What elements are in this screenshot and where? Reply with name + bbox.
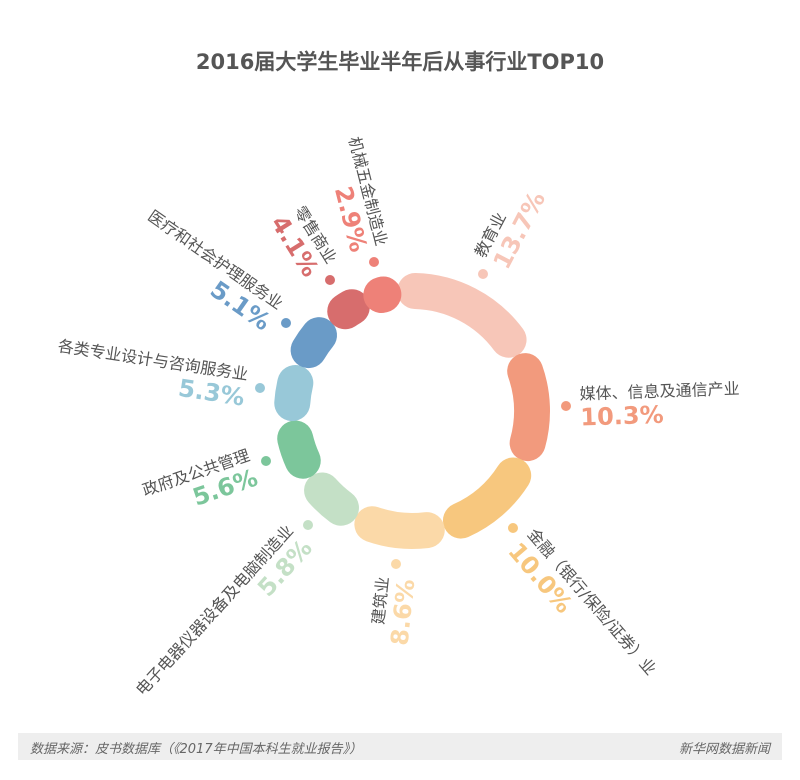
ring-segment-4 [304,472,359,526]
source-note: 数据来源：皮书数据库（《2017年中国本科生就业报告》） [30,742,363,757]
value-label: 8.6% [385,577,420,647]
label-dot [368,256,379,267]
label-dot [560,400,571,411]
ring-segment-9 [363,276,402,313]
brand-name: 新华网数据新闻 [678,742,770,757]
ring-segment-7 [290,317,338,369]
ring-segment-5 [277,420,321,479]
label-dot [325,275,336,286]
chart-title: 2016届大学生毕业半年后从事行业TOP10 [195,50,605,74]
label-dot [261,455,272,466]
label-dot [478,269,489,280]
ring-segment-8 [327,289,370,330]
label-dot [303,519,314,530]
ring-segment-1 [507,353,550,462]
label-dot [280,318,291,328]
ring-segment-0 [397,273,527,358]
label-dot [254,382,265,393]
label-dot [507,522,518,533]
footer: 数据来源：皮书数据库（《2017年中国本科生就业报告》） 新华网数据新闻 [18,733,782,760]
label-dot [390,559,401,570]
ring-segment-2 [442,457,532,539]
value-label: 10.3% [579,400,665,432]
ring-segment-6 [274,365,314,422]
ring-segment-3 [354,506,445,549]
